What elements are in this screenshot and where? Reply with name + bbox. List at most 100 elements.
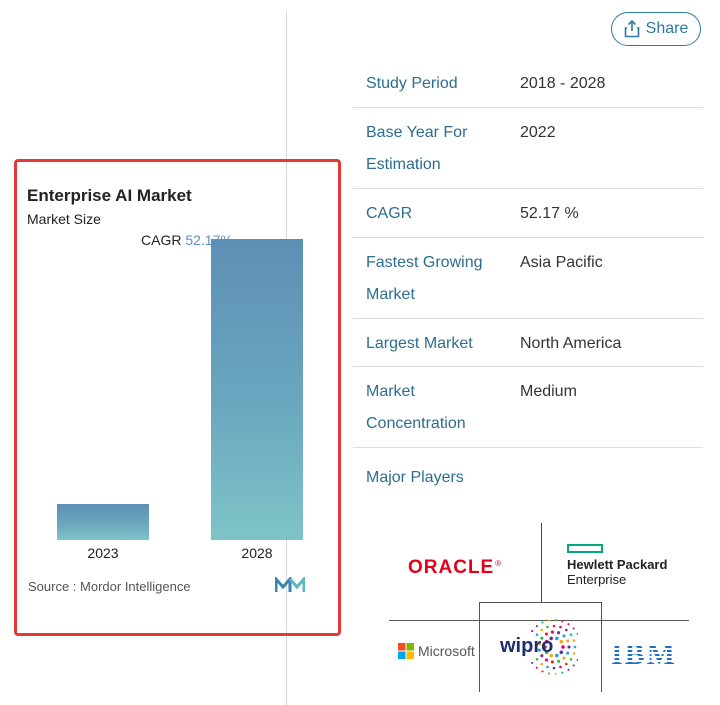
wipro-dot	[562, 634, 566, 638]
wipro-dot	[561, 645, 565, 649]
table-row-value: Asia Pacific	[520, 254, 603, 271]
share-button[interactable]: Share	[611, 12, 701, 46]
wipro-logo: wipro	[496, 616, 578, 678]
wipro-dot	[535, 625, 538, 628]
mordor-intelligence-logo-icon	[275, 577, 305, 592]
table-row-key-line: Fastest Growing	[366, 254, 483, 271]
wipro-dot	[540, 662, 543, 666]
table-row-value: Medium	[520, 383, 577, 400]
wipro-dot	[561, 620, 564, 623]
hpe-logo: Hewlett Packard Enterprise	[567, 544, 667, 587]
chart-bar-2023	[57, 504, 149, 540]
wipro-dot	[555, 636, 559, 641]
table-row-key-line: Largest Market	[366, 335, 473, 352]
share-icon	[624, 20, 639, 38]
wipro-dot	[554, 672, 557, 675]
wipro-dot	[543, 645, 547, 649]
wipro-dot	[547, 619, 550, 622]
grid-line	[541, 523, 542, 603]
wipro-dot	[566, 639, 570, 643]
wipro-dot	[573, 645, 577, 649]
wipro-dot	[544, 650, 549, 655]
wipro-dots-icon	[531, 619, 578, 675]
major-players-label: Major Players	[366, 469, 464, 486]
registered-mark: ®	[495, 558, 502, 568]
wipro-dot	[537, 648, 541, 652]
table-row-key: Largest Market	[366, 328, 473, 360]
wipro-dot	[540, 636, 544, 640]
x-tick-label: 2023	[87, 545, 119, 561]
wipro-dot	[531, 661, 534, 664]
table-row: Study Period 2018 - 2028	[353, 59, 703, 108]
wipro-dot	[566, 651, 570, 655]
wipro-dot	[572, 664, 575, 667]
wipro-dot	[565, 662, 568, 666]
table-row-key-line: CAGR	[366, 205, 413, 222]
table-row: Market Concentration Medium	[353, 367, 703, 448]
wipro-dot	[544, 658, 549, 662]
ibm-logo-text: IBM	[611, 638, 677, 671]
wipro-dot	[544, 639, 549, 644]
wipro-dot	[550, 630, 554, 634]
wipro-dot	[561, 671, 564, 674]
wipro-dot	[549, 636, 553, 641]
ibm-logo: IBM	[611, 638, 677, 672]
wipro-dot	[541, 621, 544, 624]
grid-line	[479, 602, 480, 692]
wipro-dot	[550, 660, 554, 664]
table-row-key: CAGR	[366, 198, 412, 230]
grid-line	[389, 620, 689, 621]
hpe-rectangle-icon	[567, 544, 603, 553]
wipro-dot	[555, 653, 559, 658]
wipro-dot	[546, 625, 549, 629]
wipro-dot	[569, 633, 573, 636]
wipro-dot	[544, 632, 549, 636]
grid-line	[479, 602, 601, 603]
table-row-key-line: Market	[366, 286, 415, 303]
wipro-logo-text: wipro	[500, 635, 554, 657]
wipro-dot	[569, 658, 573, 661]
table-row-value: North America	[520, 335, 622, 352]
table-row-key-line: Study Period	[366, 75, 458, 92]
table-row-value: 52.17 %	[520, 205, 579, 222]
share-label: Share	[645, 20, 689, 37]
cagr-annotation-label: CAGR	[141, 232, 182, 248]
wipro-dot	[576, 632, 578, 636]
wipro-dot	[535, 666, 538, 669]
microsoft-logo-text: Microsoft	[418, 643, 475, 659]
chart-subtitle: Market Size	[27, 211, 101, 227]
wipro-dot	[557, 631, 561, 635]
hpe-logo-text-line2: Enterprise	[567, 572, 627, 587]
chart-bar-2028	[211, 239, 303, 540]
wipro-dot	[572, 652, 576, 655]
oracle-logo: ORACLE ®	[408, 557, 501, 579]
table-row-key: Market Concentration	[366, 376, 466, 440]
table-row-value: 2018 - 2028	[520, 75, 606, 92]
wipro-dot	[552, 666, 556, 670]
wipro-dot	[549, 653, 553, 658]
wipro-dot	[576, 658, 578, 662]
wipro-dot	[572, 639, 576, 642]
wipro-dot	[565, 628, 568, 632]
wipro-dot	[559, 625, 562, 629]
chart-source: Source : Mordor Intelligence	[28, 579, 191, 594]
table-row-key-line: Estimation	[366, 156, 441, 173]
wipro-dot	[552, 624, 556, 628]
oracle-logo-text: ORACLE	[408, 557, 495, 578]
wipro-dot	[546, 665, 549, 669]
table-row: Fastest Growing Market Asia Pacific	[353, 238, 703, 319]
market-info-table: Study Period 2018 - 2028 Base Year For Esti…	[353, 59, 703, 448]
wipro-dot	[547, 672, 550, 675]
market-size-chart-card: Enterprise AI Market Market Size CAGR 52…	[14, 159, 341, 636]
grid-line	[601, 602, 602, 692]
wipro-dot	[572, 627, 575, 630]
wipro-dot	[531, 630, 534, 633]
chart-title: Enterprise AI Market	[27, 186, 192, 205]
table-row-value: 2022	[520, 124, 556, 141]
table-row: Base Year For Estimation 2022	[353, 108, 703, 189]
wipro-dot	[535, 633, 539, 636]
table-row-key-line: Base Year For	[366, 124, 468, 141]
table-row-key: Study Period	[366, 68, 458, 100]
table-row: Largest Market North America	[353, 319, 703, 367]
x-tick-label: 2028	[241, 545, 273, 561]
